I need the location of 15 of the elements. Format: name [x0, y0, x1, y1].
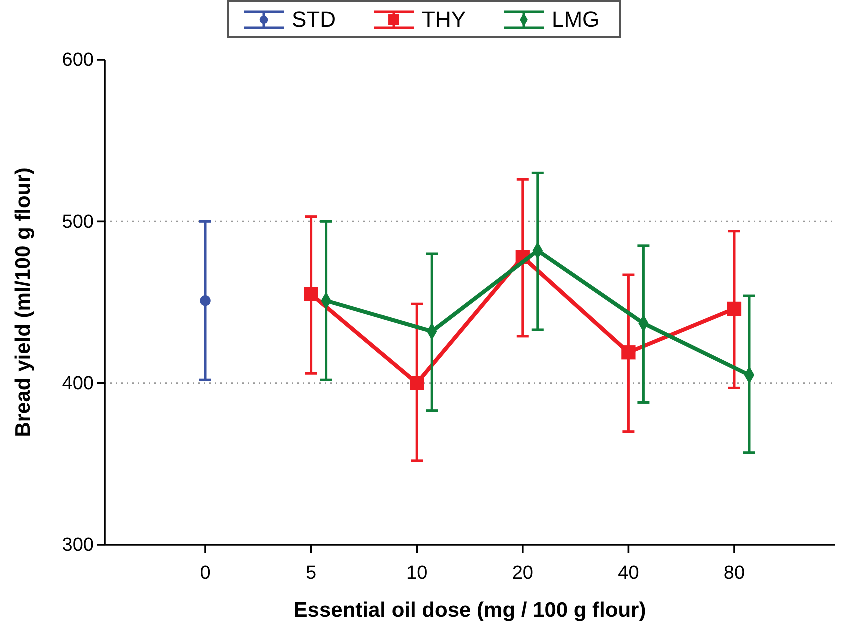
- x-tick-label: 0: [200, 562, 211, 584]
- x-tick-label: 80: [724, 562, 746, 584]
- y-tick-label: 600: [62, 50, 94, 72]
- y-tick-label: 500: [62, 212, 94, 233]
- legend-label: LMG: [552, 7, 600, 32]
- legend-label: THY: [422, 7, 466, 32]
- x-tick-label: 20: [512, 562, 534, 584]
- y-tick-label: 400: [62, 373, 94, 394]
- x-axis-title: Essential oil dose (mg / 100 g flour): [294, 599, 646, 622]
- y-tick-label: 300: [62, 535, 94, 556]
- y-axis-title: Bread yield (ml/100 g flour): [12, 168, 35, 438]
- x-tick-label: 40: [618, 562, 640, 584]
- x-tick-label: 5: [306, 562, 317, 584]
- legend-label: STD: [292, 7, 336, 32]
- x-tick-label: 10: [406, 562, 428, 584]
